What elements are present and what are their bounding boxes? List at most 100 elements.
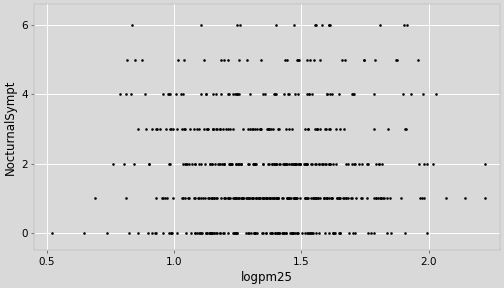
Point: [226, 161, 234, 166]
Point: [336, 196, 344, 201]
Point: [291, 161, 299, 166]
Point: [178, 161, 186, 166]
Point: [212, 92, 220, 97]
Point: [138, 57, 146, 62]
Point: [115, 92, 123, 97]
Point: [350, 161, 358, 166]
Point: [211, 161, 219, 166]
Point: [401, 127, 409, 131]
Point: [262, 196, 270, 201]
Point: [376, 196, 384, 201]
Point: [256, 127, 264, 131]
Point: [202, 231, 210, 235]
Point: [247, 196, 256, 201]
Point: [216, 231, 224, 235]
Point: [261, 92, 269, 97]
Point: [194, 196, 202, 201]
Point: [203, 127, 211, 131]
Point: [282, 161, 290, 166]
Point: [304, 196, 312, 201]
Point: [208, 196, 216, 201]
Point: [363, 196, 371, 201]
Point: [121, 196, 130, 201]
Point: [383, 196, 391, 201]
Point: [173, 231, 181, 235]
Point: [130, 161, 138, 166]
Point: [268, 161, 276, 166]
Point: [249, 161, 257, 166]
Point: [235, 196, 243, 201]
Point: [182, 231, 190, 235]
Point: [423, 231, 431, 235]
Point: [302, 196, 310, 201]
Point: [283, 196, 291, 201]
Point: [330, 231, 338, 235]
Point: [291, 92, 299, 97]
Point: [221, 196, 229, 201]
Point: [284, 92, 292, 97]
Point: [342, 161, 350, 166]
Point: [281, 161, 289, 166]
Point: [225, 196, 233, 201]
Point: [344, 161, 352, 166]
Point: [204, 127, 212, 131]
Point: [263, 196, 271, 201]
Point: [149, 127, 157, 131]
Point: [290, 196, 298, 201]
Point: [301, 127, 309, 131]
Point: [233, 92, 241, 97]
Point: [252, 196, 260, 201]
Point: [286, 161, 294, 166]
Point: [280, 161, 288, 166]
Point: [314, 196, 322, 201]
Point: [285, 161, 293, 166]
Point: [219, 127, 227, 131]
Point: [251, 161, 260, 166]
Point: [249, 196, 257, 201]
Point: [341, 57, 349, 62]
Point: [387, 231, 395, 235]
Point: [323, 196, 331, 201]
Point: [326, 23, 334, 27]
Point: [257, 57, 265, 62]
Point: [208, 196, 216, 201]
Point: [167, 231, 175, 235]
Point: [263, 196, 271, 201]
Point: [181, 161, 190, 166]
Point: [208, 231, 216, 235]
Point: [131, 57, 139, 62]
Point: [271, 231, 279, 235]
Point: [300, 196, 308, 201]
Point: [335, 196, 343, 201]
Point: [268, 231, 276, 235]
Point: [281, 161, 289, 166]
Point: [152, 196, 160, 201]
Point: [350, 92, 358, 97]
Point: [259, 196, 267, 201]
Point: [245, 161, 253, 166]
Point: [178, 196, 186, 201]
Point: [290, 23, 298, 27]
Point: [181, 161, 190, 166]
Point: [311, 196, 320, 201]
Point: [292, 161, 300, 166]
Point: [226, 161, 234, 166]
Point: [344, 196, 352, 201]
Point: [128, 23, 136, 27]
Point: [432, 92, 440, 97]
Point: [349, 92, 357, 97]
Point: [307, 161, 316, 166]
Point: [280, 92, 288, 97]
Point: [206, 196, 214, 201]
Point: [145, 161, 153, 166]
Point: [152, 231, 160, 235]
Point: [192, 231, 200, 235]
Point: [290, 196, 298, 201]
Point: [237, 161, 245, 166]
Point: [269, 196, 277, 201]
Point: [400, 23, 408, 27]
Point: [91, 196, 99, 201]
Point: [284, 196, 292, 201]
Point: [219, 231, 227, 235]
Point: [328, 196, 336, 201]
